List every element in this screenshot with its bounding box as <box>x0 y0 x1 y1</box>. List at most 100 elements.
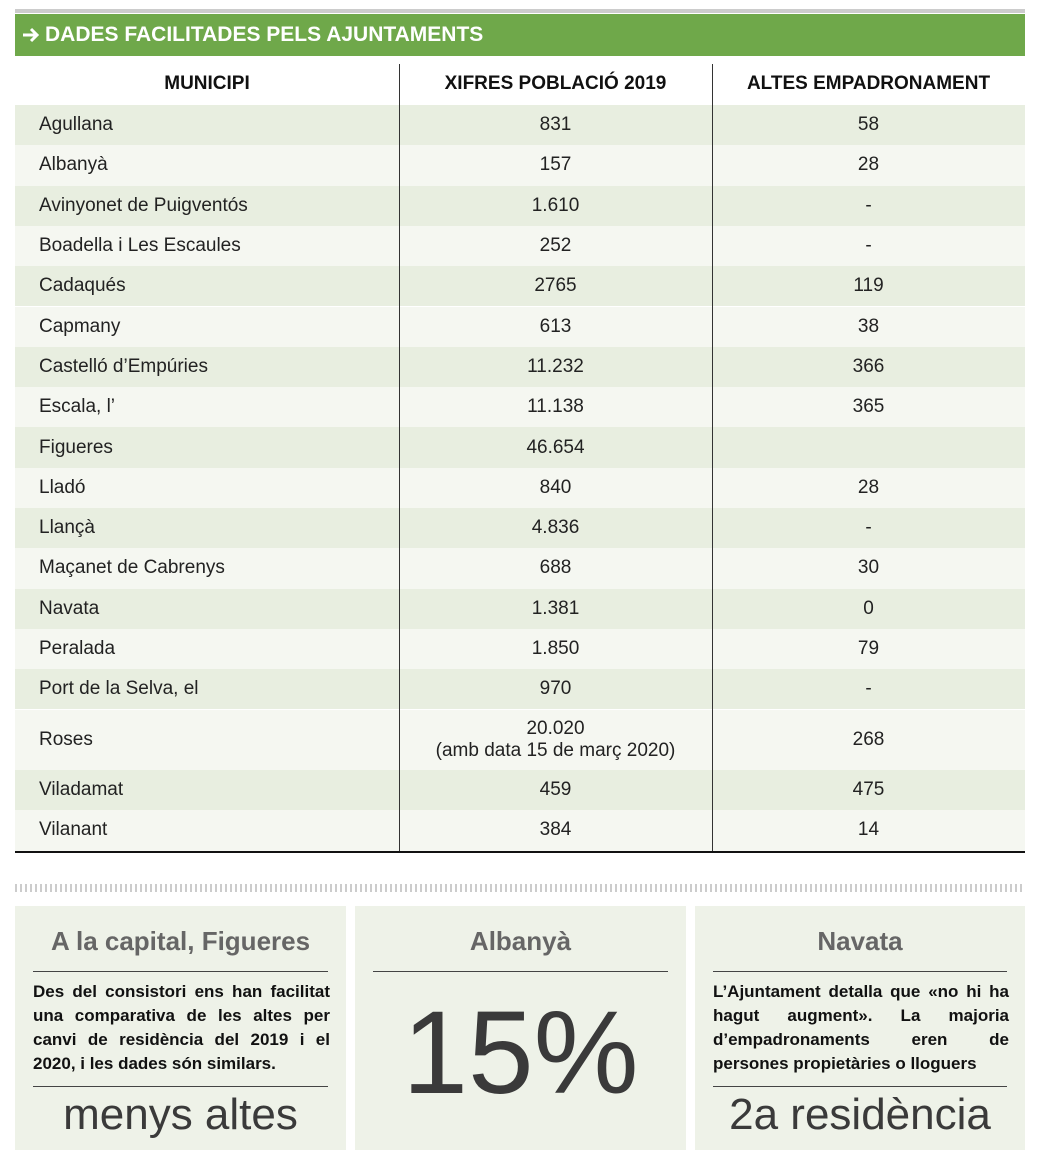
box-title: Navata <box>817 926 903 956</box>
table-row <box>15 145 1025 186</box>
municipi-cell: Cadaqués <box>39 275 126 297</box>
table-row <box>15 427 1025 468</box>
table-bottom-rule <box>15 850 1025 853</box>
municipi-cell: Figueres <box>39 436 113 458</box>
municipi-cell: Lladó <box>39 476 86 498</box>
column-header: ALTES EMPADRONAMENT <box>746 73 991 94</box>
poblacio-note: (amb data 15 de març 2020) <box>435 739 676 761</box>
header-title: DADES FACILITADES PELS AJUNTAMENTS <box>45 23 484 46</box>
table-row <box>15 709 1025 770</box>
altes-cell: 30 <box>857 557 880 579</box>
poblacio-value: 2765 <box>534 275 577 297</box>
table-row <box>15 628 1025 670</box>
altes-cell: - <box>865 678 872 700</box>
box-rule <box>713 971 1007 972</box>
table-row <box>15 306 1025 347</box>
altes-cell: 268 <box>852 728 885 750</box>
table-row <box>15 225 1025 267</box>
poblacio-value: 459 <box>539 779 572 801</box>
box-highlight: 15% <box>402 987 639 1119</box>
poblacio-cell: 4.836 <box>399 508 712 548</box>
box-text: L’Ajuntament detalla que «no hi ha hagut… <box>713 982 1009 1073</box>
altes-cell: 14 <box>857 819 880 841</box>
poblacio-cell: 46.654 <box>399 427 712 467</box>
column-divider <box>712 64 713 851</box>
table-row <box>15 266 1025 307</box>
altes-cell: 0 <box>863 597 874 619</box>
poblacio-value: 46.654 <box>526 436 585 458</box>
table-row <box>15 105 1025 146</box>
altes-cell: 28 <box>857 476 880 498</box>
altes-cell: 58 <box>857 114 880 136</box>
poblacio-value: 11.232 <box>527 355 584 377</box>
table-row <box>15 387 1025 428</box>
table-row <box>15 669 1025 710</box>
table-row <box>15 588 1025 629</box>
altes-cell: 366 <box>852 355 885 377</box>
info-box <box>695 906 1025 1150</box>
municipi-cell: Port de la Selva, el <box>39 678 199 700</box>
info-box <box>355 906 686 1150</box>
municipi-cell: Boadella i Les Escaules <box>39 235 241 257</box>
box-text: Des del consistori ens han facilitat una… <box>33 982 330 1073</box>
municipi-cell: Viladamat <box>39 779 124 801</box>
header-bar: DADES FACILITADES PELS AJUNTAMENTS <box>15 14 1025 56</box>
box-rule <box>33 1086 328 1087</box>
poblacio-value: 1.610 <box>531 194 580 216</box>
column-header: XIFRES POBLACIÓ 2019 <box>444 73 667 94</box>
poblacio-cell: 831 <box>399 105 712 145</box>
poblacio-value: 252 <box>539 235 572 257</box>
table-row <box>15 346 1025 388</box>
altes-cell: - <box>865 235 872 257</box>
municipi-cell: Maçanet de Cabrenys <box>39 557 225 579</box>
table-row <box>15 185 1025 226</box>
arrow-icon <box>23 27 40 43</box>
poblacio-value: 1.381 <box>531 597 580 619</box>
box-rule <box>373 971 668 972</box>
municipi-cell: Escala, l’ <box>39 396 116 418</box>
municipi-cell: Peralada <box>39 638 116 660</box>
poblacio-cell: 688 <box>399 548 712 588</box>
box-highlight: 2a residència <box>729 1090 991 1139</box>
dotted-separator <box>15 884 1025 892</box>
altes-cell: 28 <box>857 154 880 176</box>
poblacio-cell: 1.850 <box>399 629 712 669</box>
altes-cell: 475 <box>852 779 885 801</box>
poblacio-cell: 459 <box>399 770 712 810</box>
poblacio-value: 157 <box>539 154 572 176</box>
municipi-cell: Avinyonet de Puigventós <box>39 194 248 216</box>
municipi-cell: Navata <box>39 597 100 619</box>
table-row <box>15 810 1025 851</box>
altes-cell: - <box>865 194 872 216</box>
top-rule <box>15 9 1025 13</box>
poblacio-value: 688 <box>539 557 572 579</box>
municipi-cell: Llançà <box>39 517 95 539</box>
poblacio-value: 384 <box>539 819 572 841</box>
altes-cell: 38 <box>857 315 880 337</box>
altes-cell: 119 <box>853 275 884 297</box>
poblacio-cell: 840 <box>399 468 712 508</box>
municipi-cell: Capmany <box>39 315 121 337</box>
poblacio-cell: 2765 <box>399 266 712 306</box>
municipi-cell: Vilanant <box>39 819 108 841</box>
poblacio-value: 840 <box>539 476 572 498</box>
info-box <box>15 906 346 1150</box>
altes-cell: 365 <box>852 396 885 418</box>
column-divider <box>399 64 400 851</box>
box-title: A la capital, Figueres <box>50 926 311 956</box>
poblacio-cell: 11.232 <box>399 347 712 387</box>
box-highlight: menys altes <box>63 1090 298 1139</box>
poblacio-value: 613 <box>539 315 572 337</box>
municipi-cell: Albanyà <box>39 154 108 176</box>
box-title: Albanyà <box>469 926 572 956</box>
poblacio-cell: 1.610 <box>399 186 712 226</box>
poblacio-cell: 252 <box>399 226 712 266</box>
table-row <box>15 548 1025 589</box>
poblacio-value: 11.138 <box>527 396 584 418</box>
poblacio-value: 4.836 <box>531 517 580 539</box>
municipi-cell: Roses <box>39 728 93 750</box>
altes-cell: - <box>865 517 872 539</box>
poblacio-cell: 613 <box>399 307 712 347</box>
altes-cell: 79 <box>857 638 880 660</box>
